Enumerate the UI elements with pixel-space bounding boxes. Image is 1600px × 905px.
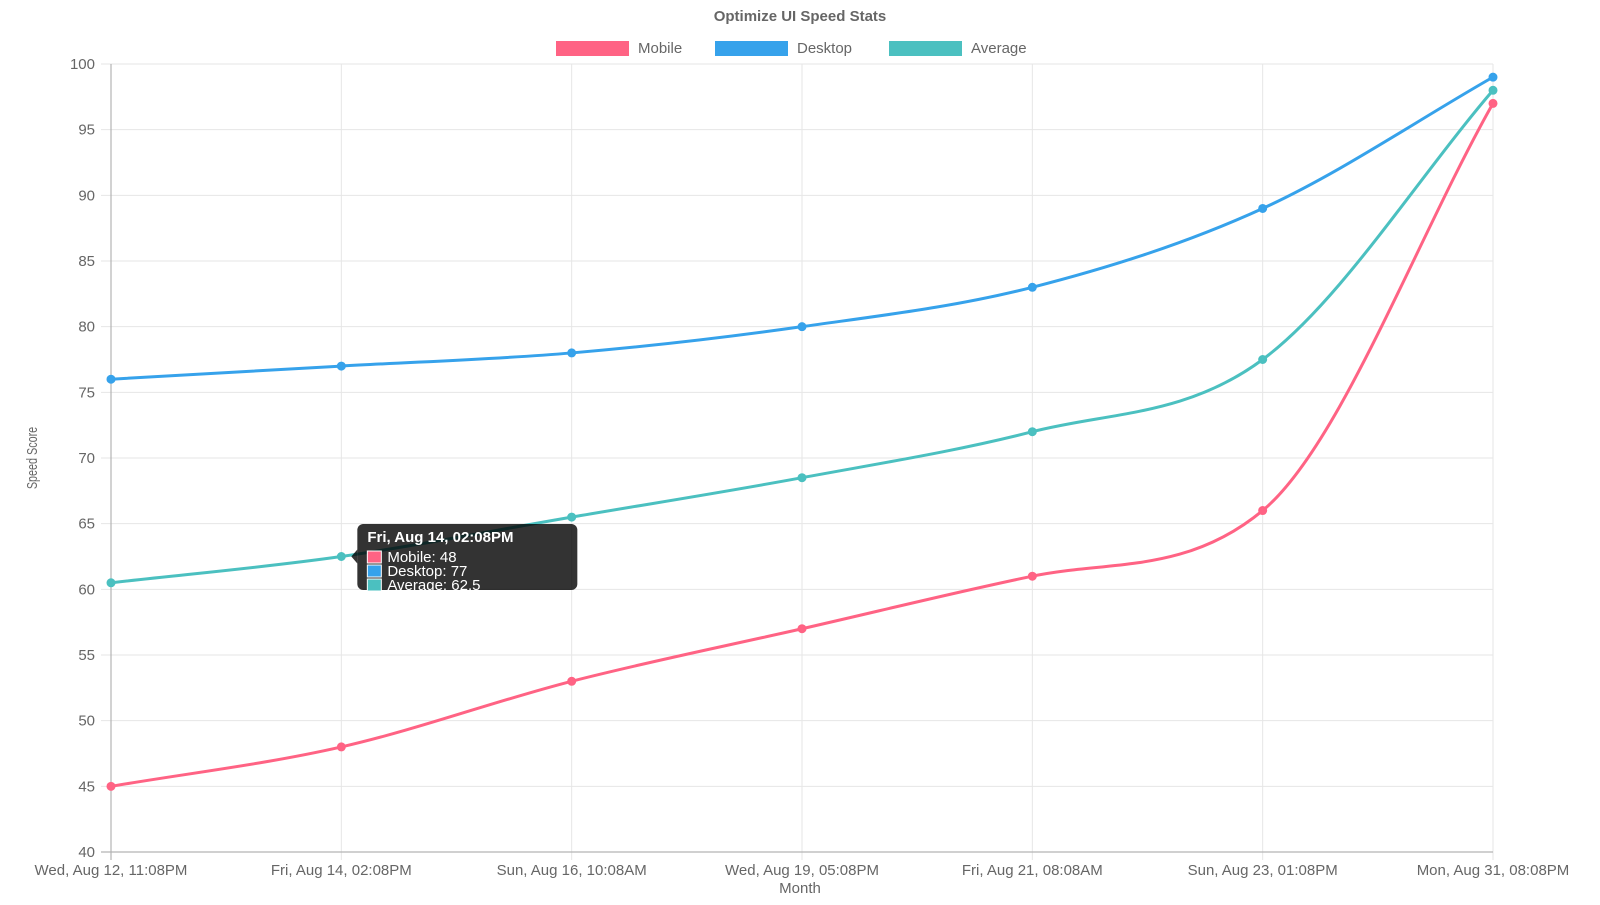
x-tick-label: Wed, Aug 12, 11:08PM xyxy=(35,862,188,879)
mobile-point xyxy=(567,676,577,686)
series-mobile xyxy=(106,98,1498,791)
grid-lines xyxy=(101,63,1494,860)
tooltip-title: Fri, Aug 14, 02:08PM xyxy=(367,529,513,546)
x-tick-label: Wed, Aug 19, 05:08PM xyxy=(725,862,879,879)
desktop-point xyxy=(106,374,116,384)
desktop-point xyxy=(1258,203,1268,213)
legend-label-desktop: Desktop xyxy=(797,40,852,57)
desktop-point xyxy=(1488,72,1498,82)
legend-item-mobile: Mobile xyxy=(556,40,682,57)
chart-title: Optimize UI Speed Stats xyxy=(714,8,887,25)
tooltip-swatch xyxy=(366,578,382,592)
y-tick-label: 60 xyxy=(78,581,95,598)
series-lines xyxy=(106,72,1498,791)
average-point xyxy=(1258,355,1268,364)
mobile-point xyxy=(1488,98,1498,108)
legend-label-average: Average xyxy=(971,40,1027,57)
y-tick-label: 95 xyxy=(78,122,95,139)
x-tick-label: Fri, Aug 14, 02:08PM xyxy=(271,862,412,879)
y-tick-label: 50 xyxy=(78,713,95,730)
mobile-point xyxy=(797,624,807,634)
legend-item-average: Average xyxy=(889,40,1027,57)
y-tick-label: 40 xyxy=(78,844,95,861)
average-point xyxy=(797,473,807,483)
desktop-point xyxy=(1027,282,1037,292)
y-tick-label: 55 xyxy=(78,647,95,664)
y-tick-label: 100 xyxy=(70,56,95,73)
legend-swatch-desktop xyxy=(715,41,788,56)
legend-swatch-average xyxy=(889,41,962,56)
y-tick-label: 80 xyxy=(78,319,95,336)
tooltip-item-label: Average: 62.5 xyxy=(387,577,480,594)
y-tick-label: 45 xyxy=(78,778,95,795)
average-point xyxy=(336,552,346,561)
desktop-point xyxy=(567,348,577,358)
average-point xyxy=(1488,85,1498,95)
tooltip-box xyxy=(357,524,578,590)
y-axis-title: Speed Score xyxy=(23,427,40,489)
tooltip-swatch xyxy=(366,564,382,578)
x-tick-label: Sun, Aug 23, 01:08PM xyxy=(1188,862,1338,879)
legend-item-desktop: Desktop xyxy=(715,40,852,57)
mobile-point xyxy=(1027,571,1037,581)
average-point xyxy=(106,578,116,588)
tooltip-swatch xyxy=(366,550,382,564)
series-desktop xyxy=(106,72,1498,384)
x-tick-label: Fri, Aug 21, 08:08AM xyxy=(962,862,1103,879)
series-average xyxy=(106,85,1498,588)
y-tick-label: 70 xyxy=(78,450,95,467)
x-tick-label: Mon, Aug 31, 08:08PM xyxy=(1417,862,1570,879)
legend: Mobile Desktop Average xyxy=(556,40,1027,57)
x-axis-title: Month xyxy=(779,880,821,897)
legend-swatch-mobile xyxy=(556,41,629,56)
tooltip-caret xyxy=(351,549,358,564)
mobile-point xyxy=(1258,506,1268,516)
mobile-point xyxy=(336,742,346,752)
y-tick-label: 75 xyxy=(78,384,95,401)
y-tick-label: 65 xyxy=(78,516,95,533)
desktop-point xyxy=(797,322,807,332)
average-point xyxy=(567,512,577,522)
tooltip-item-label: Mobile: 48 xyxy=(387,549,456,566)
y-tick-label: 85 xyxy=(78,253,95,270)
tooltip-item-label: Desktop: 77 xyxy=(387,563,467,580)
x-tick-label: Sun, Aug 16, 10:08AM xyxy=(497,862,647,879)
legend-label-mobile: Mobile xyxy=(638,40,682,57)
y-tick-label: 90 xyxy=(78,187,95,204)
axes: 40 45 50 55 60 65 70 75 80 85 90 95 100 Wed, Aug 12, … xyxy=(35,56,1570,879)
mobile-point xyxy=(106,781,116,791)
desktop-point xyxy=(336,361,346,371)
average-point xyxy=(1027,427,1037,437)
